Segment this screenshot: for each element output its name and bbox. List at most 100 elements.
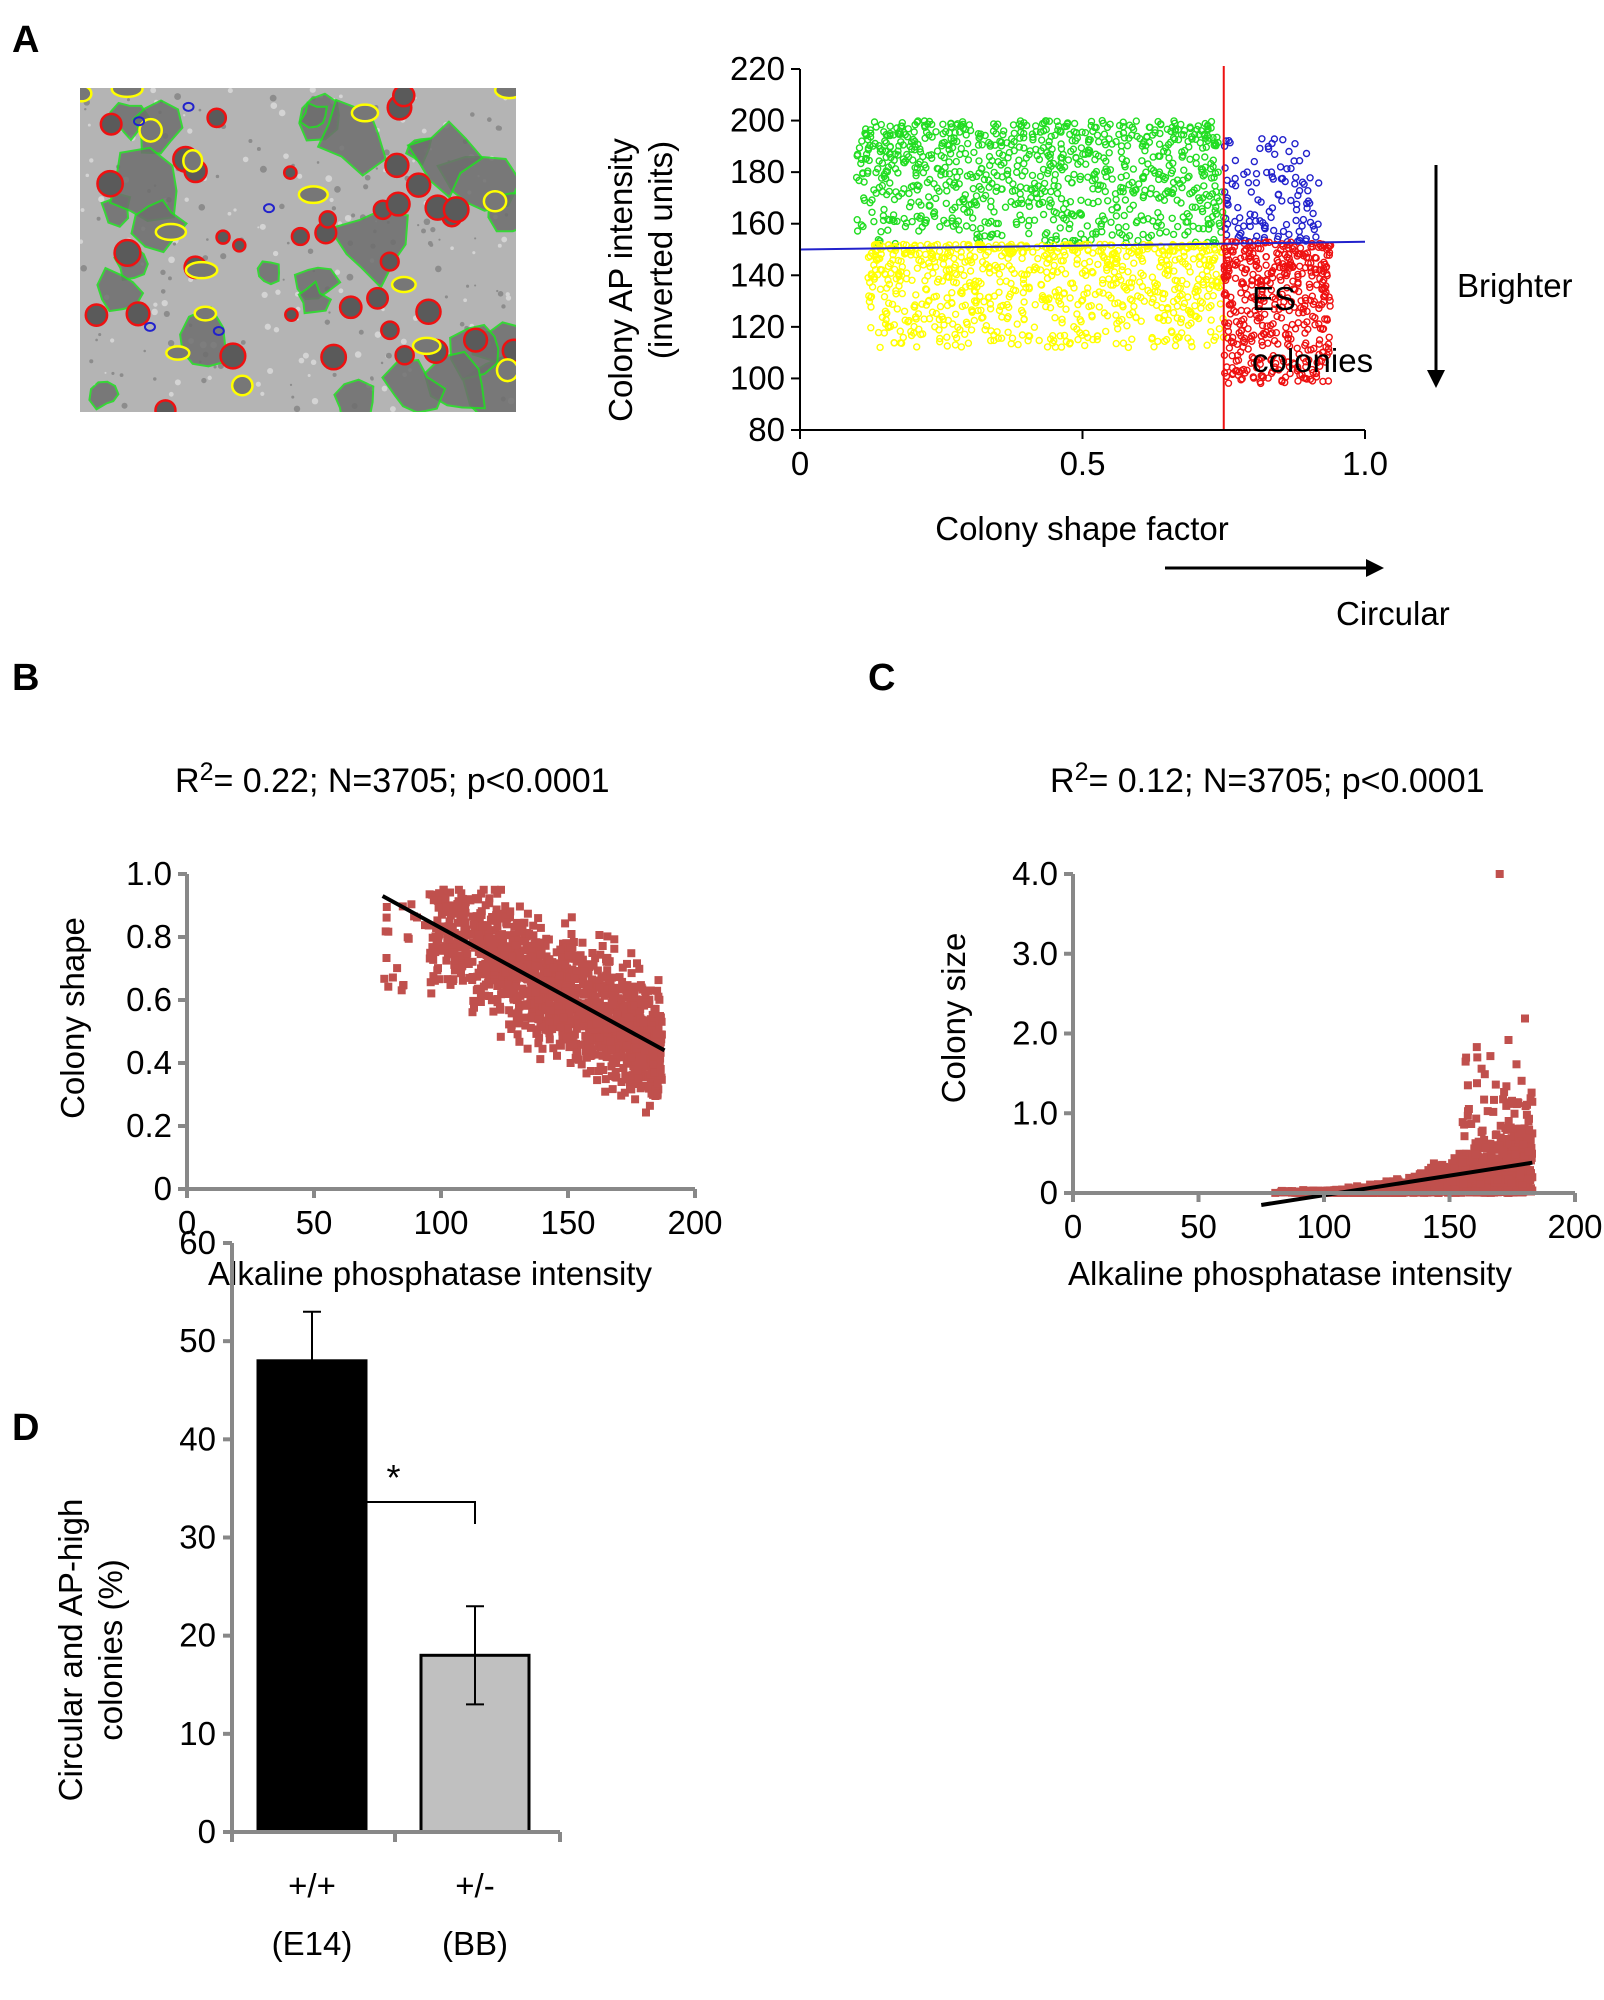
point-a-green xyxy=(1112,137,1120,146)
point-a-green xyxy=(1134,236,1142,245)
point-a-green xyxy=(1167,127,1175,136)
point-b xyxy=(608,1058,617,1067)
point-b xyxy=(515,921,524,930)
point-a-red xyxy=(1283,284,1291,292)
point-a-blue xyxy=(1239,222,1248,230)
point-b xyxy=(497,885,505,894)
point-a-blue xyxy=(1295,227,1303,236)
point-a-green xyxy=(961,191,969,199)
point-b xyxy=(515,902,524,911)
point-a-yellow xyxy=(1080,341,1089,350)
point-a-green xyxy=(969,223,977,232)
point-b xyxy=(489,1007,498,1016)
point-a-red xyxy=(1277,314,1286,322)
cell-speck xyxy=(375,167,379,170)
point-b xyxy=(536,1055,545,1064)
point-a-green xyxy=(1147,184,1156,193)
point-a-yellow xyxy=(867,270,876,278)
point-b xyxy=(617,1078,626,1086)
point-a-yellow xyxy=(952,334,961,342)
point-b xyxy=(495,939,504,948)
point-a-yellow xyxy=(1130,302,1138,311)
point-c xyxy=(1483,1107,1492,1116)
point-a-green xyxy=(1066,130,1074,139)
point-a-blue xyxy=(1279,227,1288,236)
point-a-green xyxy=(1198,144,1207,152)
point-b xyxy=(434,964,442,973)
point-b xyxy=(478,922,487,931)
point-b xyxy=(429,972,438,981)
point-a-yellow xyxy=(991,244,1000,252)
point-b xyxy=(382,913,391,922)
point-a-yellow xyxy=(958,302,966,311)
point-a-yellow xyxy=(1133,292,1142,300)
point-b xyxy=(481,901,490,910)
point-a-yellow xyxy=(910,303,918,311)
point-b xyxy=(503,946,512,955)
point-a-green xyxy=(1145,138,1154,147)
point-b xyxy=(640,1001,649,1010)
point-b xyxy=(635,1007,644,1016)
point-a-yellow xyxy=(1171,276,1179,284)
cell-speck xyxy=(293,405,301,412)
point-a-yellow xyxy=(1198,248,1207,257)
cell-speck xyxy=(495,125,501,131)
colony-blue xyxy=(133,116,146,127)
point-a-blue xyxy=(1285,230,1293,239)
point-b xyxy=(489,963,498,972)
point-a-blue xyxy=(1221,188,1229,196)
point-a-green xyxy=(1212,141,1220,150)
point-a-blue xyxy=(1246,210,1254,218)
cell-speck xyxy=(325,175,333,183)
point-a-green xyxy=(866,126,874,134)
point-a-yellow xyxy=(998,263,1006,271)
point-a-green xyxy=(1199,172,1208,180)
point-a-green xyxy=(940,138,949,147)
point-a-blue xyxy=(1305,199,1314,207)
point-a-red xyxy=(1255,305,1264,313)
point-b xyxy=(530,939,539,948)
point-a-red xyxy=(1323,316,1332,324)
point-b xyxy=(507,1025,516,1033)
point-a-yellow xyxy=(886,259,895,268)
point-a-red xyxy=(1323,351,1332,359)
point-b xyxy=(473,972,482,981)
point-a-red xyxy=(1308,272,1316,280)
point-a-blue xyxy=(1237,229,1245,238)
point-a-yellow xyxy=(1155,249,1163,257)
point-a-yellow xyxy=(1129,274,1137,282)
cell-speck xyxy=(213,365,217,369)
point-a-green xyxy=(865,156,873,165)
point-a-green xyxy=(915,227,923,235)
point-a-yellow xyxy=(1043,274,1052,283)
point-a-yellow xyxy=(1004,328,1012,336)
point-a-yellow xyxy=(1123,322,1131,330)
point-a-green xyxy=(905,189,913,198)
point-a-yellow xyxy=(1073,325,1081,333)
point-b xyxy=(450,956,459,965)
point-a-green xyxy=(1192,159,1200,168)
colony-red xyxy=(99,112,123,136)
point-a-yellow xyxy=(896,327,904,335)
point-a-blue xyxy=(1258,135,1266,143)
cell-speck xyxy=(160,289,166,294)
point-a-yellow xyxy=(928,308,937,316)
point-a-green xyxy=(1203,201,1212,210)
point-b xyxy=(403,933,412,942)
x-axis-label-a: Colony shape factor xyxy=(935,510,1229,547)
cell-speck xyxy=(84,107,87,111)
point-a-green xyxy=(1094,181,1102,190)
cell-speck xyxy=(421,128,427,134)
point-a-green xyxy=(872,123,880,131)
colony-yellow xyxy=(411,336,442,356)
point-b xyxy=(634,1074,643,1083)
point-a-green xyxy=(1077,230,1085,238)
cell-speck xyxy=(182,114,186,117)
point-a-yellow xyxy=(1046,304,1055,312)
point-a-green xyxy=(980,175,989,184)
point-a-green xyxy=(1164,188,1173,197)
point-b xyxy=(636,981,645,990)
intensity-threshold-line xyxy=(799,240,1366,251)
point-a-green xyxy=(1170,117,1178,125)
point-b xyxy=(602,1053,611,1062)
